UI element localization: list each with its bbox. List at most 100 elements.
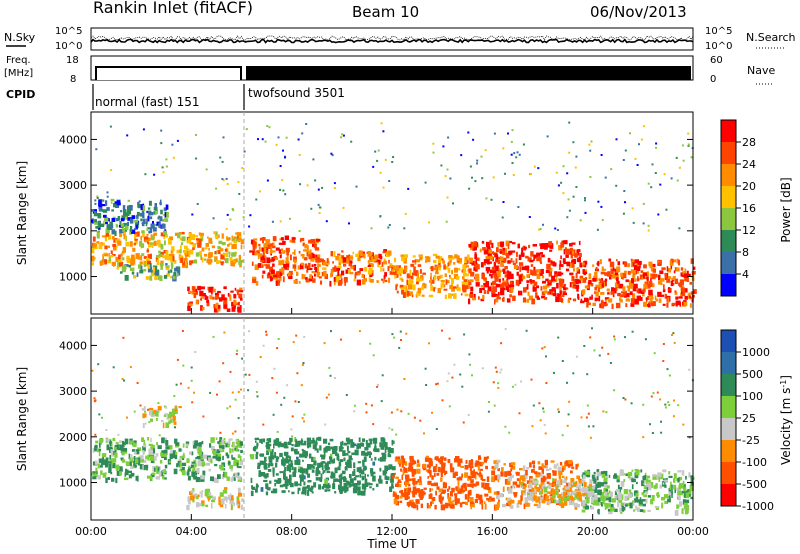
vel-band-0-cell <box>208 457 213 462</box>
power-band-7-cell <box>651 263 656 268</box>
vel-band-7-cell <box>552 494 556 498</box>
power-scatter-cell <box>687 132 690 135</box>
power-band-3-cell <box>278 271 283 276</box>
vel-band-6-cell <box>619 507 623 512</box>
power-band-2-cell <box>191 291 196 295</box>
power-band-6-cell <box>526 280 530 283</box>
power-band-6-cell <box>566 261 571 267</box>
vel-band-7-cell <box>523 485 526 490</box>
power-band-4-cell <box>355 253 360 257</box>
vel-band-3-cell <box>272 467 275 473</box>
vel-band-7-cell <box>532 495 537 500</box>
power-band-5-cell <box>425 259 427 263</box>
vel-band-7-cell <box>545 495 549 501</box>
vel-band-3-cell <box>290 447 294 452</box>
vel-band-4-cell <box>408 467 412 472</box>
power-band-6-cell <box>563 240 568 245</box>
power-band-7-cell <box>625 303 628 308</box>
colorbar-tick-label: 25 <box>742 412 756 425</box>
vel-band-6-cell <box>642 509 646 513</box>
power-band-6-cell <box>569 262 573 268</box>
vel-scatter-cell <box>231 391 234 394</box>
power-scatter-cell <box>442 145 445 148</box>
vel-band-2-cell <box>189 491 193 495</box>
vel-band-4-cell <box>396 456 401 460</box>
velocity-cells <box>91 327 695 516</box>
power-band-0-cell <box>134 238 138 241</box>
vel-band-0-cell <box>122 442 126 446</box>
vel-band-0-cell <box>133 456 136 459</box>
power-band-6-cell <box>510 258 513 263</box>
power-scatter-cell <box>191 213 194 216</box>
vel-band-0-cell <box>127 461 132 466</box>
power-scatter-cell <box>165 165 168 168</box>
vel-band-1-cell <box>175 406 177 409</box>
vel-band-7-cell <box>558 497 561 503</box>
power-scatter-cell <box>566 172 569 175</box>
vel-band-7-cell <box>573 482 576 486</box>
vel-band-4-cell <box>480 474 483 480</box>
vel-band-7-cell <box>566 496 570 501</box>
vel-band-7-cell <box>535 499 540 503</box>
power-scatter-cell <box>468 187 471 190</box>
vel-band-3-cell <box>363 465 367 471</box>
vel-band-0-cell <box>233 442 235 448</box>
power-band-8-cell <box>146 227 148 231</box>
power-band-8-cell <box>131 229 136 234</box>
vel-scatter-cell <box>176 358 179 361</box>
power-band-1-cell <box>133 275 137 279</box>
power-band-6-cell <box>474 254 478 260</box>
vel-band-0-cell <box>92 471 96 475</box>
power-scatter-cell <box>142 128 145 131</box>
vel-band-6-cell <box>589 506 594 510</box>
vel-band-3-cell <box>339 478 343 483</box>
vel-band-6-cell <box>617 498 623 504</box>
power-scatter-cell <box>446 168 449 171</box>
power-band-5-cell <box>462 270 467 273</box>
power-band-2-cell <box>213 306 219 313</box>
power-band-6-cell <box>507 243 510 250</box>
power-band-7-cell <box>667 297 670 303</box>
vel-scatter-cell <box>226 407 229 410</box>
vel-band-5-cell <box>558 473 561 480</box>
power-band-7-cell <box>658 298 662 303</box>
power-band-7-cell <box>642 272 648 276</box>
vel-band-2-cell <box>237 502 241 509</box>
power-scatter-cell <box>634 157 637 160</box>
vel-band-3-cell <box>301 491 306 495</box>
power-scatter-cell <box>171 143 174 146</box>
power-band-5-cell <box>422 282 425 286</box>
vel-band-7-cell <box>547 499 551 504</box>
vel-band-6-cell <box>646 475 651 479</box>
vel-scatter-cell <box>642 403 645 406</box>
vel-band-3-cell <box>321 454 326 460</box>
vel-band-0-cell <box>202 454 207 459</box>
power-band-8-cell <box>94 221 99 225</box>
power-band-3-cell <box>308 254 313 260</box>
power-band-7-cell <box>636 289 639 293</box>
vel-scatter-cell <box>631 330 634 333</box>
power-band-8-cell <box>97 222 101 228</box>
vel-scatter-cell <box>194 351 197 353</box>
power-band-7-cell <box>681 287 685 292</box>
vel-band-0-cell <box>198 458 201 462</box>
power-band-3-cell <box>277 280 280 286</box>
vel-band-5-cell <box>508 488 513 494</box>
power-band-3-cell <box>272 263 275 267</box>
vel-band-6-cell <box>676 493 679 500</box>
vel-band-4-cell <box>395 476 399 479</box>
power-band-7-cell <box>663 284 665 290</box>
power-band-8-cell <box>127 217 132 221</box>
power-band-7-cell <box>692 289 697 294</box>
vel-scatter-cell <box>191 401 194 404</box>
power-band-6-cell <box>482 294 485 300</box>
vel-band-7-cell <box>569 495 573 500</box>
vel-band-0-cell <box>231 457 236 460</box>
vel-band-3-cell <box>267 443 272 447</box>
vel-band-5-cell <box>502 503 507 508</box>
power-band-6-cell <box>481 240 485 244</box>
power-band-0-cell <box>180 242 184 246</box>
power-band-3-cell <box>309 274 312 279</box>
vel-band-0-cell <box>125 461 130 467</box>
vel-band-5-cell <box>507 470 512 476</box>
